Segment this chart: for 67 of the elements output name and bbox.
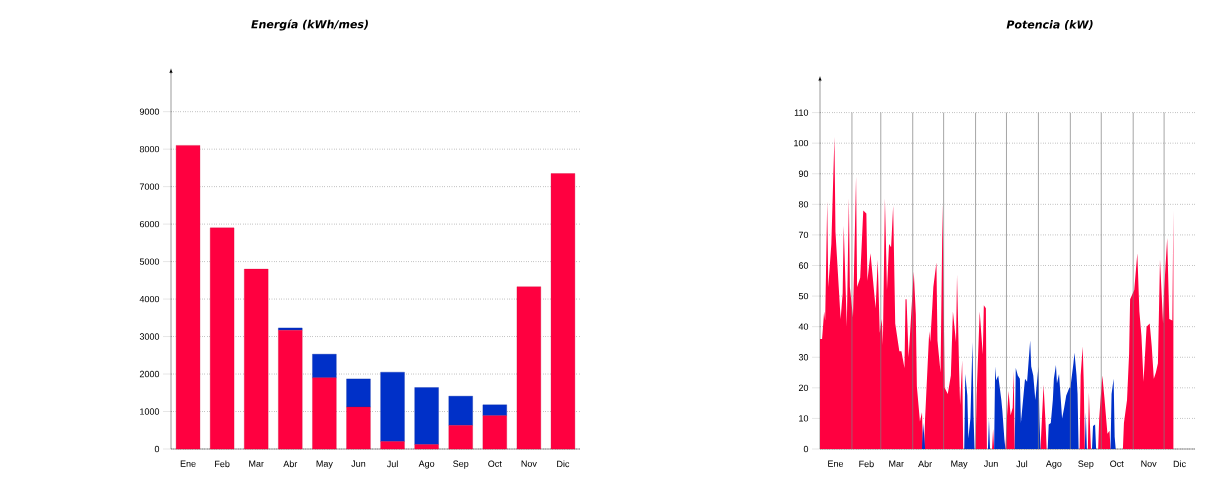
y-tick-label: 2000 xyxy=(139,370,160,378)
x-tick-label: Mar xyxy=(249,460,264,467)
x-tick-label: Sep xyxy=(453,460,469,469)
x-tick-label: Feb xyxy=(215,460,230,468)
y-tick-label: 10 xyxy=(799,415,809,422)
x-tick-label: Dic xyxy=(557,460,570,468)
x-tick-label: Nov xyxy=(521,460,537,467)
x-tick-label: Ago xyxy=(418,460,435,469)
y-tick-label: 50 xyxy=(798,292,809,300)
bar xyxy=(210,227,235,450)
y-tick-label: 80 xyxy=(798,201,809,208)
x-tick-label: Jul xyxy=(1016,460,1028,468)
bar xyxy=(312,354,337,378)
bar xyxy=(482,404,507,416)
x-tick-label: May xyxy=(951,460,968,469)
bar xyxy=(312,377,337,450)
bar xyxy=(380,441,405,450)
x-tick-label: Oct xyxy=(488,460,502,467)
x-tick-label: Mar xyxy=(889,460,904,467)
x-tick-label: May xyxy=(316,460,333,469)
chart-title: Energía (kWh/mes) xyxy=(251,19,368,31)
x-tick-label: Jun xyxy=(351,460,366,467)
x-tick-label: Ene xyxy=(828,460,844,467)
y-tick-label: 9000 xyxy=(139,108,160,115)
bar xyxy=(175,145,201,450)
bar xyxy=(380,372,405,442)
x-tick-label: Ago xyxy=(1045,460,1062,469)
bar xyxy=(516,286,541,450)
y-tick-label: 70 xyxy=(798,231,809,239)
y-tick-label: 5000 xyxy=(139,258,160,265)
y-tick-label: 100 xyxy=(794,139,809,147)
y-tick-label: 8000 xyxy=(139,145,160,153)
y-tick-label: 4000 xyxy=(139,295,160,303)
bar xyxy=(414,387,439,445)
x-tick-label: Nov xyxy=(1141,460,1157,467)
bar xyxy=(448,396,473,426)
y-tick-label: 110 xyxy=(794,109,809,116)
bar xyxy=(482,415,507,450)
bar xyxy=(244,268,269,450)
y-tick-label: 30 xyxy=(798,354,809,361)
y-tick-label: 90 xyxy=(798,170,809,177)
y-tick-label: 0 xyxy=(154,445,160,453)
x-tick-label: Sep xyxy=(1078,460,1094,469)
bar xyxy=(278,327,303,331)
y-tick-label: 1000 xyxy=(140,408,160,415)
x-tick-label: Abr xyxy=(283,460,298,468)
y-tick-label: 3000 xyxy=(139,333,160,340)
x-tick-label: Feb xyxy=(859,460,874,468)
y-tick-label: 60 xyxy=(798,262,809,269)
bar xyxy=(346,406,371,450)
y-tick-label: 20 xyxy=(798,384,809,392)
chart-title: Potencia (kW) xyxy=(1006,20,1093,30)
y-tick-label: 0 xyxy=(803,445,809,453)
x-tick-label: Ene xyxy=(180,460,196,467)
bar xyxy=(278,330,303,450)
x-tick-label: Oct xyxy=(1110,460,1124,467)
y-tick-label: 7000 xyxy=(139,183,160,190)
x-tick-label: Jul xyxy=(386,460,398,468)
bar xyxy=(346,378,371,408)
bar xyxy=(448,425,473,450)
x-tick-label: Abr xyxy=(918,460,932,468)
x-tick-label: Jun xyxy=(983,460,998,467)
bar xyxy=(414,444,439,450)
y-tick-label: 6000 xyxy=(139,220,160,228)
bar xyxy=(550,173,576,450)
y-tick-label: 40 xyxy=(798,323,809,330)
x-tick-label: Dic xyxy=(1173,460,1186,468)
